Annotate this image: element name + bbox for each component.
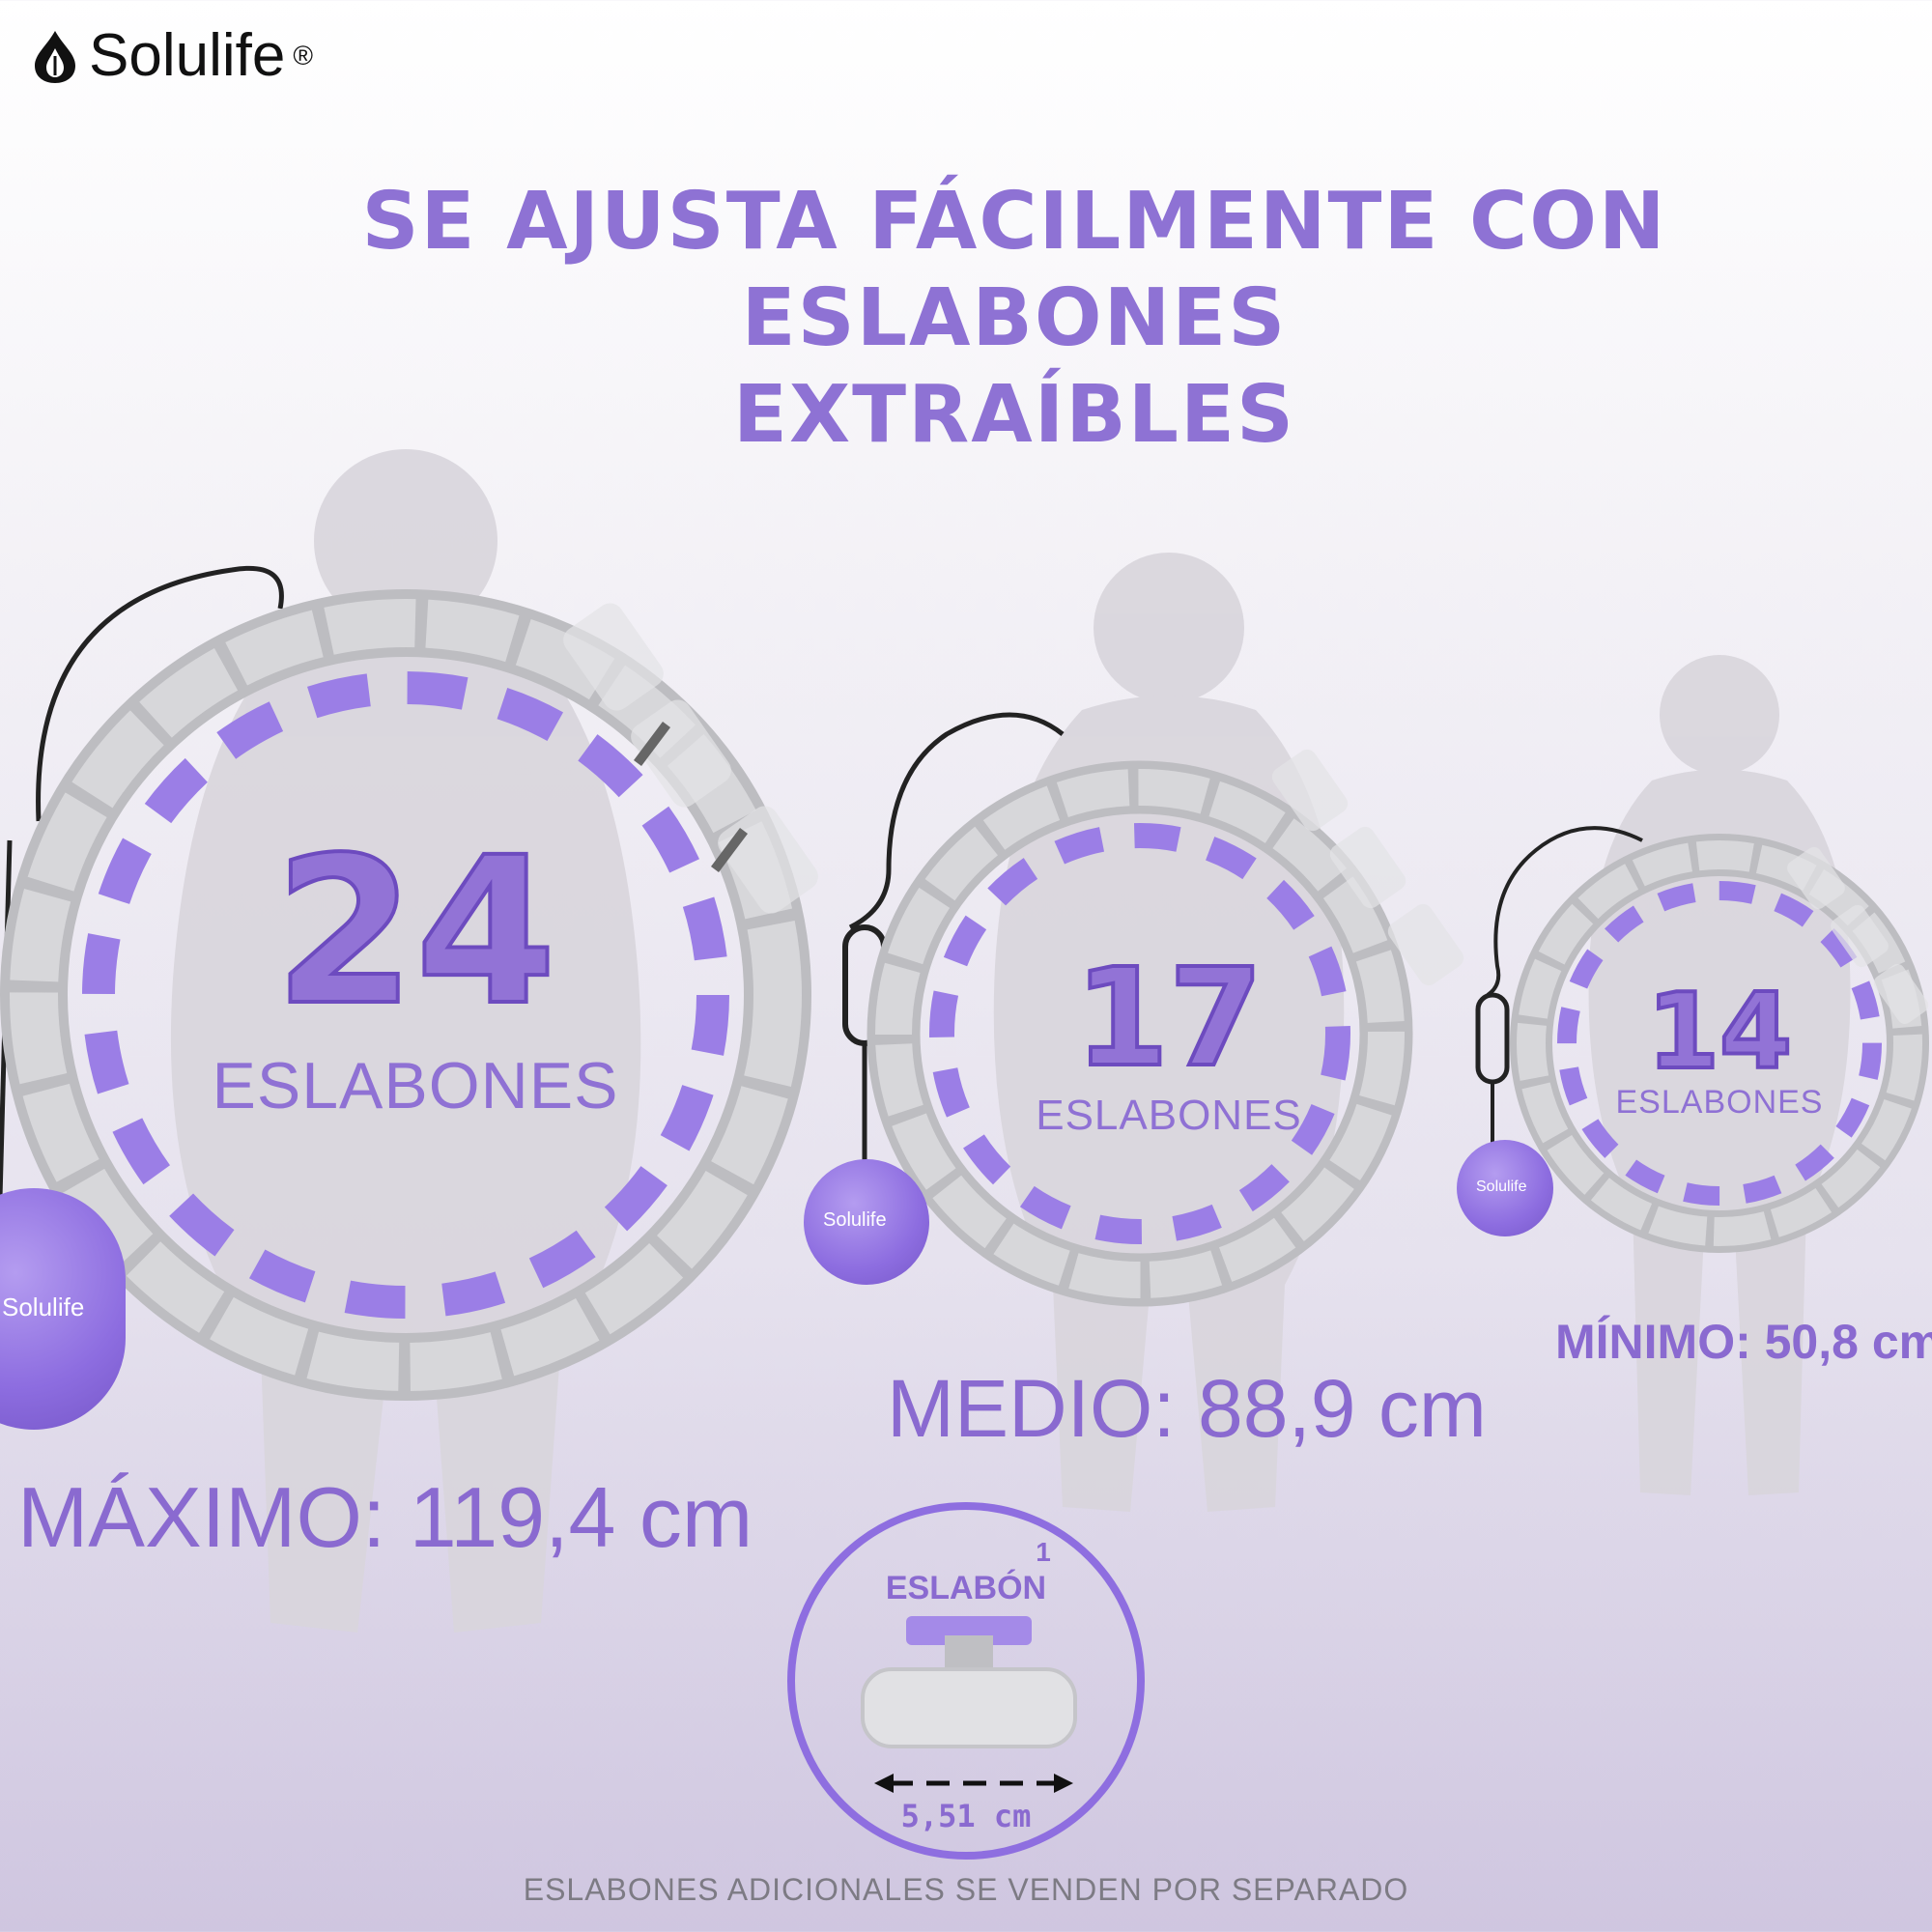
- hoop-large: [0, 565, 818, 1401]
- arrow-icon: [634, 722, 670, 766]
- child-silhouette: [1588, 655, 1851, 1495]
- brand-logo: Solulife ®: [29, 21, 313, 90]
- hoop-small-count: 14: [1645, 972, 1794, 1093]
- weight-ball-small: Solulife: [1457, 1140, 1553, 1236]
- hoop-large-size: MÁXIMO: 119,4 cm: [17, 1469, 753, 1565]
- page-headline: SE AJUSTA FÁCILMENTE CON ESLABONES EXTRA…: [97, 174, 1932, 464]
- arrow-icon: [711, 828, 748, 872]
- length-arrow-icon: [874, 1774, 1073, 1793]
- hoop-small: [1475, 826, 1929, 1253]
- hoop-medium: [842, 712, 1464, 1307]
- ball-brand-label: Solulife: [823, 1209, 887, 1231]
- link-detail-count-wrap: 1: [795, 1537, 1137, 1568]
- ball-brand-label: Solulife: [1476, 1179, 1527, 1195]
- hoop-large-count: 24: [272, 813, 558, 1050]
- hoop-small-size: MÍNIMO: 50,8 cm: [1555, 1315, 1932, 1369]
- ball-brand-label: Solulife: [2, 1293, 85, 1321]
- hoop-medium-count: 17: [1073, 940, 1265, 1097]
- hoop-large-unit: ESLABONES: [212, 1049, 619, 1122]
- teen-silhouette: [993, 553, 1345, 1512]
- hoop-medium-size: MEDIO: 88,9 cm: [887, 1363, 1487, 1454]
- single-link-illustration: [861, 1616, 1077, 1748]
- link-detail-count: 1: [1036, 1537, 1051, 1567]
- hoop-medium-unit: ESLABONES: [1036, 1092, 1302, 1139]
- removable-links-medium: [1271, 749, 1464, 986]
- headline-line-2: EXTRAÍBLES: [732, 369, 1296, 461]
- brand-name: Solulife: [89, 22, 286, 89]
- hoop-small-unit: ESLABONES: [1615, 1084, 1824, 1121]
- brand-reg-mark: ®: [293, 40, 313, 71]
- link-detail-length: 5,51 cm: [900, 1798, 1032, 1834]
- weight-ball-medium: Solulife: [804, 1159, 929, 1285]
- footer-note: ESLABONES ADICIONALES SE VENDEN POR SEPA…: [523, 1872, 1409, 1907]
- link-detail-circle: 1 ESLABÓN 5,51 cm: [787, 1502, 1145, 1860]
- leaf-drop-icon: [35, 30, 75, 83]
- removable-links-small: [1787, 846, 1929, 1024]
- weight-ball-large: Solulife: [0, 1188, 126, 1430]
- link-detail-unit: ESLABÓN: [885, 1570, 1047, 1606]
- headline-line-1: SE AJUSTA FÁCILMENTE CON ESLABONES: [361, 176, 1667, 364]
